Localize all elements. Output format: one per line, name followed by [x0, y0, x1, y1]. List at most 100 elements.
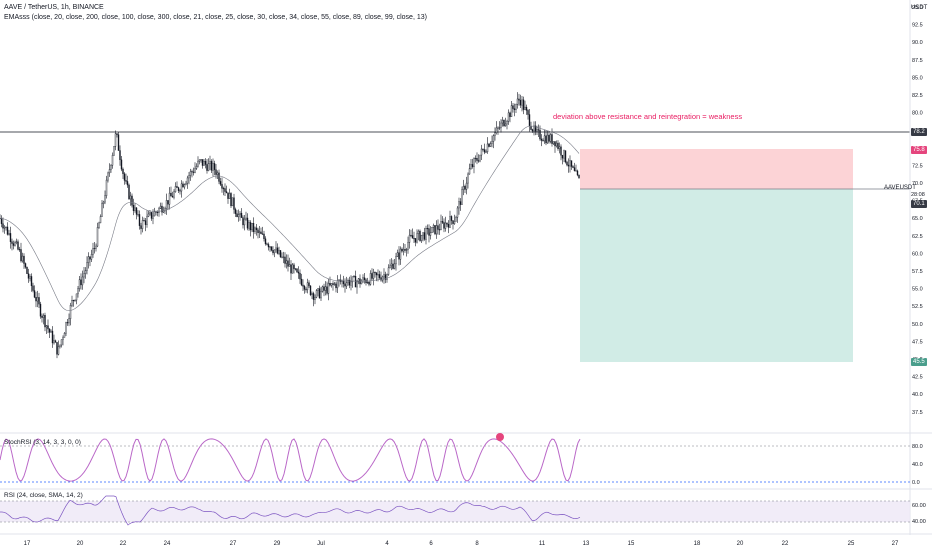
- symbol-title[interactable]: AAVE / TetherUS, 1h, BINANCE: [4, 4, 104, 11]
- chart-annotation[interactable]: deviation above resistance and reintegra…: [553, 112, 743, 121]
- candle-body: [125, 180, 127, 182]
- candle-body: [74, 299, 76, 301]
- candle-body: [170, 192, 172, 197]
- drawing-dot[interactable]: [496, 433, 504, 441]
- candle-body: [222, 188, 225, 190]
- price-tick-label: 50.0: [912, 322, 923, 328]
- candle-body: [371, 273, 373, 279]
- candle-body: [200, 159, 202, 161]
- rsi-label[interactable]: RSI (24, close, SMA, 14, 2): [4, 492, 83, 499]
- candle-body: [290, 264, 292, 274]
- stochrsi-label[interactable]: StochRSI (3, 14, 3, 3, 0, 0): [4, 439, 81, 446]
- candle-body: [287, 260, 289, 267]
- candle-body: [467, 173, 469, 184]
- candle-body: [69, 305, 72, 319]
- currency-label[interactable]: USDT: [911, 5, 928, 11]
- candle-body: [225, 191, 228, 193]
- candle-body: [236, 213, 238, 218]
- candle-body: [567, 164, 570, 167]
- candle-body: [546, 134, 549, 144]
- candle-body: [188, 175, 190, 179]
- candle-body: [224, 188, 226, 192]
- candle-body: [323, 286, 325, 291]
- take-profit-zone[interactable]: [580, 189, 853, 362]
- candle-body: [296, 268, 298, 273]
- candle-body: [348, 279, 351, 286]
- candle-body: [27, 273, 30, 279]
- candle-body: [53, 340, 55, 344]
- candle-body: [122, 168, 124, 174]
- price-tick-label: 87.5: [912, 58, 923, 64]
- candle-body: [78, 279, 81, 289]
- candle-body: [300, 278, 303, 286]
- candle-body: [285, 260, 288, 264]
- candle-body: [89, 256, 91, 260]
- candle-body: [207, 163, 210, 171]
- candle-body: [284, 256, 286, 264]
- rsi-pane: 60.00 40.00: [0, 495, 926, 526]
- candle-body: [269, 246, 271, 248]
- candle-body: [38, 297, 40, 305]
- time-tick-label: 17: [24, 541, 31, 547]
- candle-body: [518, 98, 520, 101]
- candle-body: [191, 171, 193, 173]
- candle-body: [353, 276, 355, 278]
- candle-body: [308, 282, 310, 287]
- candle-body: [159, 205, 162, 209]
- candle-body: [212, 163, 214, 171]
- candle-body: [320, 291, 322, 299]
- candle-body: [489, 143, 492, 147]
- candle-body: [500, 122, 502, 128]
- candle-body: [233, 197, 235, 210]
- price-axis[interactable]: 95.092.590.087.585.082.580.077.575.072.5…: [912, 5, 923, 416]
- candle-body: [305, 289, 307, 291]
- candle-body: [158, 208, 160, 213]
- candle-body: [326, 286, 328, 294]
- candle-body: [422, 232, 424, 236]
- ema-indicator-label[interactable]: EMAsss (close, 20, close, 200, close, 10…: [4, 14, 427, 21]
- candle-body: [26, 266, 28, 274]
- stop-loss-zone[interactable]: [580, 149, 853, 189]
- candle-body: [248, 222, 250, 229]
- candle-body: [83, 273, 85, 278]
- candle-body: [23, 255, 25, 264]
- stochrsi-tick-label: 40.0: [912, 462, 923, 468]
- candle-body: [126, 181, 129, 186]
- candle-body: [336, 280, 339, 289]
- candle-body: [428, 228, 430, 236]
- candle-body: [264, 238, 267, 245]
- candle-body: [345, 282, 348, 287]
- candle-body: [477, 160, 480, 162]
- candle-body: [375, 272, 378, 276]
- price-tick-label: 60.0: [912, 251, 923, 257]
- candle-body: [357, 278, 360, 283]
- candle-body: [471, 164, 474, 167]
- candle-body: [65, 322, 67, 334]
- candle-body: [80, 279, 82, 286]
- candle-body: [498, 127, 501, 129]
- candle-body: [299, 272, 301, 280]
- candle-body: [441, 221, 444, 223]
- candle-body: [402, 249, 405, 252]
- time-tick-label: 20: [77, 541, 84, 547]
- candle-body: [438, 229, 441, 231]
- candle-body: [260, 231, 262, 235]
- candle-body: [440, 221, 442, 230]
- time-axis[interactable]: 17 20 22 24 27 29 Jul 4 6 8 11 13 15 18 20 22 25 27: [24, 541, 899, 547]
- candle-body: [57, 346, 60, 355]
- candle-body: [506, 121, 508, 125]
- candle-body: [93, 248, 96, 250]
- candle-body: [251, 223, 253, 231]
- candle-body: [420, 234, 423, 241]
- candle-body: [315, 290, 318, 298]
- candle-body: [324, 286, 327, 291]
- candle-body: [240, 212, 243, 218]
- candle-body: [174, 186, 177, 192]
- candle-body: [111, 155, 114, 166]
- time-tick-label: 29: [274, 541, 281, 547]
- candle-body: [14, 242, 16, 246]
- candle-body: [297, 271, 300, 274]
- candle-body: [278, 250, 280, 254]
- ema-line: [0, 125, 580, 312]
